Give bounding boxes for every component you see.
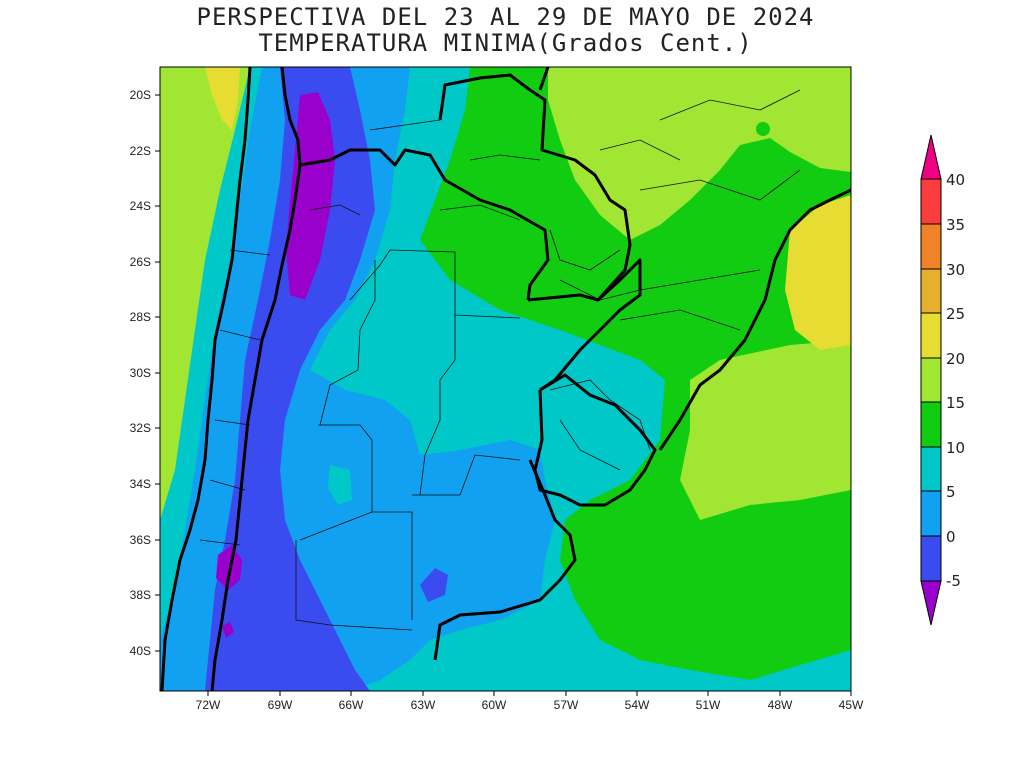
colorbar-segment xyxy=(920,401,942,448)
colorbar-label: 25 xyxy=(946,305,965,323)
lon-ticks xyxy=(207,691,852,696)
field-darkblue-spot xyxy=(420,568,448,602)
colorbar-segment xyxy=(920,446,942,492)
colorbar-label: 40 xyxy=(946,171,965,189)
field-darkblue-andes xyxy=(205,67,375,691)
field-lightgreen-north xyxy=(548,67,851,240)
colorbar-segment xyxy=(920,178,942,225)
lat-label: 30S xyxy=(130,366,151,380)
lon-label: 45W xyxy=(839,698,864,712)
colorbar-label: 5 xyxy=(946,483,956,501)
lon-label: 48W xyxy=(768,698,793,712)
field-green-blob xyxy=(756,122,770,136)
colorbar-label: 10 xyxy=(946,439,965,457)
colorbar-label: 30 xyxy=(946,261,965,279)
field-yellow-west xyxy=(205,67,240,130)
lat-label: 32S xyxy=(130,421,151,435)
colorbar-segment xyxy=(920,535,942,582)
field-yellow-east xyxy=(785,195,851,350)
colorbar-label: -5 xyxy=(946,572,961,590)
field-purple-speck xyxy=(222,622,234,638)
colorbar-segment xyxy=(920,268,942,314)
lat-label: 20S xyxy=(130,88,151,102)
colorbar-segment xyxy=(920,223,942,270)
lat-label: 40S xyxy=(130,644,151,658)
country-borders xyxy=(160,67,851,691)
map-title: PERSPECTIVA DEL 23 AL 29 DE MAYO DE 2024 xyxy=(196,3,815,31)
lat-label: 24S xyxy=(130,199,151,213)
map-subtitle: TEMPERATURA MINIMA(Grados Cent.) xyxy=(258,29,753,57)
lat-ticks xyxy=(155,94,160,652)
colorbar-label: 15 xyxy=(946,394,965,412)
colorbar-segment xyxy=(920,357,942,403)
lon-label: 66W xyxy=(339,698,364,712)
lat-label: 36S xyxy=(130,533,151,547)
colorbar-label: 0 xyxy=(946,528,956,546)
lon-label: 54W xyxy=(625,698,650,712)
lon-label: 69W xyxy=(268,698,293,712)
lat-label: 26S xyxy=(130,255,151,269)
colorbar-top-triangle xyxy=(920,134,942,180)
lat-label: 38S xyxy=(130,588,151,602)
lon-label: 72W xyxy=(196,698,221,712)
colorbar-segment xyxy=(920,312,942,359)
lon-label: 57W xyxy=(554,698,579,712)
lat-label: 22S xyxy=(130,144,151,158)
field-cyan-pocket xyxy=(328,465,352,505)
lon-label: 60W xyxy=(482,698,507,712)
lat-label: 28S xyxy=(130,310,151,324)
map-frame xyxy=(159,66,852,692)
field-lightgreen-southeast xyxy=(680,340,851,520)
colorbar-label: 35 xyxy=(946,216,965,234)
lon-label: 63W xyxy=(411,698,436,712)
colorbar-bottom-triangle xyxy=(920,580,942,626)
lon-label: 51W xyxy=(696,698,721,712)
internal-boundaries xyxy=(199,89,801,631)
colorbar: 40 35 30 25 20 15 10 5 0 -5 xyxy=(920,134,965,626)
temperature-field xyxy=(160,67,851,691)
lat-label: 34S xyxy=(130,477,151,491)
colorbar-label: 20 xyxy=(946,350,965,368)
colorbar-segment xyxy=(920,490,942,537)
